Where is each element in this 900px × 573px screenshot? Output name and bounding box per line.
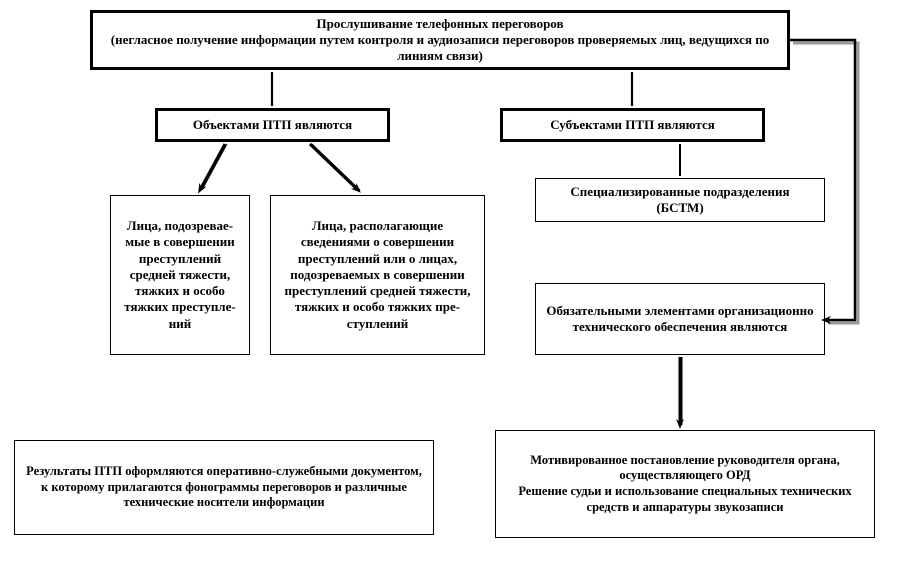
object-a-text: Лица, подозревае­мые в совершении престу…	[121, 218, 239, 332]
subjects-header-text: Субъектами ПТП являются	[550, 117, 715, 133]
object-b: Лица, располагающие сведениями о соверше…	[270, 195, 485, 355]
elements-text: Мотивированное постановление руководител…	[506, 453, 864, 516]
title-box: Прослушивание телефонных переговоров (не…	[90, 10, 790, 70]
elements-box: Мотивированное постановление руководител…	[495, 430, 875, 538]
results-text: Результаты ПТП оформляются оперативно-сл…	[25, 464, 423, 511]
diagram-canvas: Прослушивание телефонных переговоров (не…	[0, 0, 900, 573]
results-box: Результаты ПТП оформляются оперативно-сл…	[14, 440, 434, 535]
title-line1: Прослушивание телефонных переговоров	[316, 16, 563, 32]
subjects-header: Субъектами ПТП являются	[500, 108, 765, 142]
subject-b: Обязательными элементами организаци­онно…	[535, 283, 825, 355]
subject-a: Специализированные подразделения (БСТМ)	[535, 178, 825, 222]
object-a: Лица, подозревае­мые в совершении престу…	[110, 195, 250, 355]
title-line2: (негласное получение информации путем ко…	[103, 32, 777, 65]
object-b-text: Лица, располагающие сведениями о соверше…	[281, 218, 474, 332]
objects-header: Объектами ПТП являются	[155, 108, 390, 142]
subject-a-text: Специализированные подразделения (БСТМ)	[546, 184, 814, 217]
objects-header-text: Объектами ПТП являются	[193, 117, 352, 133]
subject-b-text: Обязательными элементами организаци­онно…	[546, 303, 814, 336]
